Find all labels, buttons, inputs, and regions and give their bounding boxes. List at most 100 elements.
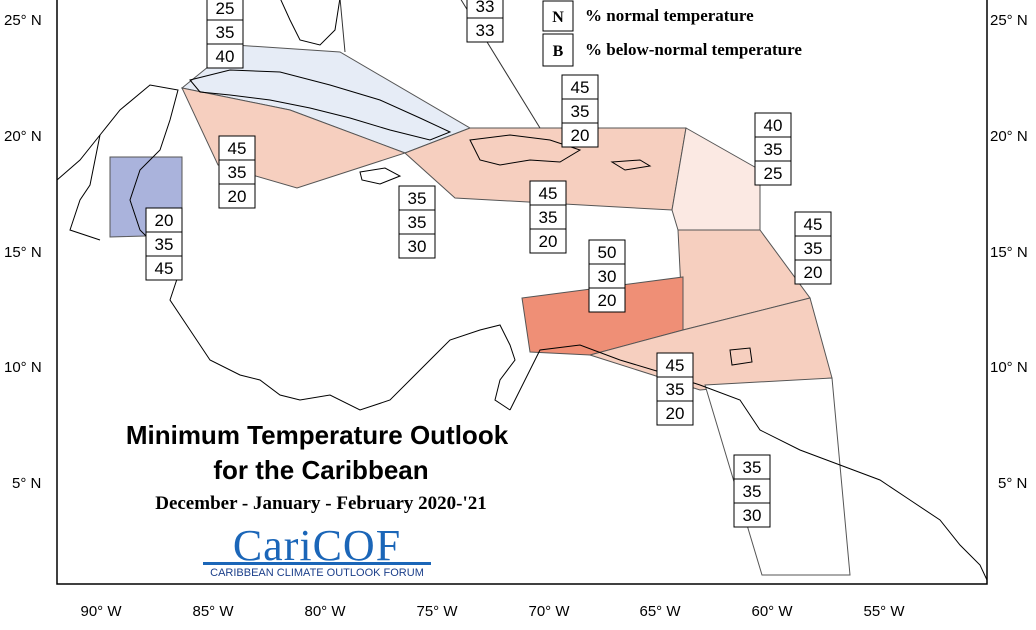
prob-value: 30 xyxy=(743,506,762,525)
prob-value: 20 xyxy=(155,211,174,230)
prob-value: 45 xyxy=(539,184,558,203)
prob-box-leeward-islands: 40 35 25 xyxy=(754,112,792,186)
caricof-logo: CariCOF CARIBBEAN CLIMATE OUTLOOK FORUM xyxy=(203,521,431,579)
lat-tick-5n-left: 5° N xyxy=(12,475,41,492)
prob-value: 40 xyxy=(216,47,235,66)
prob-value: 20 xyxy=(539,232,558,251)
prob-cell-bg xyxy=(588,263,626,289)
lon-tick-55w: 55° W xyxy=(863,603,905,620)
longitude-ticks: 90° W 85° W 80° W 75° W 70° W 65° W 60° … xyxy=(80,603,905,620)
prob-value: 35 xyxy=(743,482,762,501)
lat-tick-10n-right: 10° N xyxy=(990,359,1028,376)
prob-cell-bg xyxy=(794,211,832,237)
prob-value: 50 xyxy=(598,243,617,262)
prob-cell-bg xyxy=(656,352,694,378)
prob-box-hispaniola-south: 45 35 20 xyxy=(529,180,567,254)
prob-value: 35 xyxy=(666,380,685,399)
prob-box-cuba-south: 45 35 20 xyxy=(218,135,256,209)
prob-value: 45 xyxy=(666,356,685,375)
prob-value: 25 xyxy=(764,164,783,183)
lon-tick-85w: 85° W xyxy=(192,603,234,620)
legend-label-n: % normal temperature xyxy=(585,6,754,25)
prob-cell-bg xyxy=(398,233,436,259)
prob-value: 33 xyxy=(476,21,495,40)
prob-cell-bg xyxy=(561,122,599,148)
lat-tick-5n-right: 5° N xyxy=(998,475,1027,492)
latitude-ticks-left: 25° N 20° N 15° N 10° N 5° N xyxy=(4,12,42,492)
prob-cell-bg xyxy=(656,400,694,426)
lat-tick-25n-right: 25° N xyxy=(990,12,1028,29)
prob-cell-bg xyxy=(754,136,792,162)
prob-cell-bg xyxy=(145,255,183,281)
lat-tick-15n-left: 15° N xyxy=(4,244,42,261)
prob-box-guianas: 35 35 30 xyxy=(733,454,771,528)
legend: N % normal temperature B % below-normal … xyxy=(542,0,802,67)
lat-tick-15n-right: 15° N xyxy=(990,244,1028,261)
prob-cell-bg xyxy=(466,17,504,43)
prob-box-abc-islands: 50 30 20 xyxy=(588,239,626,313)
prob-cell-bg xyxy=(588,287,626,313)
prob-value: 33 xyxy=(476,0,495,16)
prob-value: 20 xyxy=(228,187,247,206)
title-line-1: Minimum Temperature Outlook xyxy=(126,420,509,450)
prob-value: 45 xyxy=(571,78,590,97)
prob-cell-bg xyxy=(656,376,694,402)
prob-value: 20 xyxy=(571,126,590,145)
prob-value: 40 xyxy=(764,116,783,135)
legend-label-b: % below-normal temperature xyxy=(585,40,802,59)
lon-tick-60w: 60° W xyxy=(751,603,793,620)
prob-value: 20 xyxy=(666,404,685,423)
prob-value: 35 xyxy=(216,23,235,42)
prob-cell-bg xyxy=(588,239,626,265)
latitude-ticks-right: 25° N 20° N 15° N 10° N 5° N xyxy=(990,12,1028,492)
prob-value: 25 xyxy=(216,0,235,18)
prob-box-hispaniola: 45 35 20 xyxy=(561,74,599,148)
coastline-south-america xyxy=(509,344,988,581)
prob-value: 35 xyxy=(539,208,558,227)
lon-tick-70w: 70° W xyxy=(528,603,570,620)
coastline-jamaica xyxy=(359,167,402,185)
prob-box-bahamas-cuba-north: 25 35 40 xyxy=(206,0,244,69)
legend-box-n xyxy=(542,0,574,32)
forecast-regions xyxy=(109,0,851,576)
coastline-yucatan xyxy=(69,134,101,241)
probability-boxes: 2535403333453520203545353530453520453520… xyxy=(145,0,832,528)
prob-value: 20 xyxy=(598,291,617,310)
prob-value: 35 xyxy=(571,102,590,121)
coastline-puerto-rico xyxy=(610,159,652,171)
prob-cell-bg xyxy=(218,135,256,161)
prob-value: 45 xyxy=(804,215,823,234)
prob-cell-bg xyxy=(145,207,183,233)
prob-value: 35 xyxy=(155,235,174,254)
coastline-trinidad xyxy=(729,347,753,366)
lat-tick-25n-left: 25° N xyxy=(4,12,42,29)
coastline-central-america xyxy=(56,84,516,411)
region-boundary-florida xyxy=(339,0,346,53)
prob-value: 35 xyxy=(228,163,247,182)
lon-tick-80w: 80° W xyxy=(304,603,346,620)
lat-tick-10n-left: 10° N xyxy=(4,359,42,376)
prob-value: 20 xyxy=(804,263,823,282)
legend-letter-b: B xyxy=(553,43,564,60)
prob-cell-bg xyxy=(218,183,256,209)
subtitle: December - January - February 2020-'21 xyxy=(155,493,487,514)
prob-value: 35 xyxy=(408,189,427,208)
prob-value: 35 xyxy=(804,239,823,258)
prob-cell-bg xyxy=(206,43,244,69)
legend-box-b xyxy=(542,33,574,67)
prob-cell-bg xyxy=(218,159,256,185)
coastlines xyxy=(56,0,988,581)
prob-cell-bg xyxy=(754,112,792,138)
prob-value: 45 xyxy=(155,259,174,278)
lon-tick-75w: 75° W xyxy=(416,603,458,620)
prob-value: 30 xyxy=(598,267,617,286)
prob-cell-bg xyxy=(529,180,567,206)
lon-tick-65w: 65° W xyxy=(639,603,681,620)
lat-tick-20n-right: 20° N xyxy=(990,128,1028,145)
prob-box-jamaica: 35 35 30 xyxy=(398,185,436,259)
prob-cell-bg xyxy=(398,209,436,235)
lon-tick-90w: 90° W xyxy=(80,603,122,620)
prob-cell-bg xyxy=(529,228,567,254)
logo-underline xyxy=(203,562,431,565)
